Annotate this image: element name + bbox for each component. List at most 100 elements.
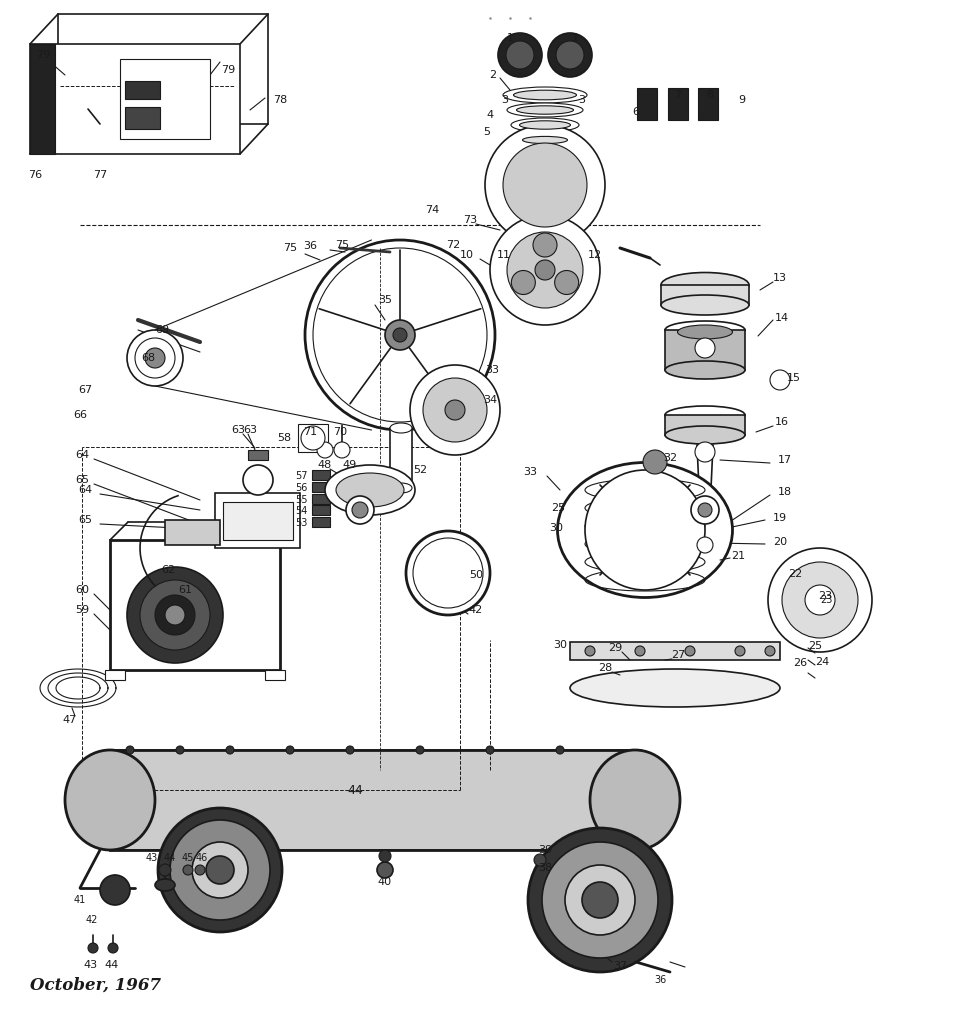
Circle shape bbox=[542, 842, 658, 958]
Bar bbox=[223, 502, 293, 540]
Text: 62: 62 bbox=[161, 565, 175, 575]
Text: 17: 17 bbox=[778, 455, 792, 465]
Text: 8: 8 bbox=[707, 90, 713, 100]
Text: 64: 64 bbox=[75, 450, 89, 460]
Circle shape bbox=[535, 260, 555, 280]
Bar bbox=[661, 285, 749, 305]
Circle shape bbox=[643, 450, 667, 474]
Circle shape bbox=[226, 746, 234, 754]
Circle shape bbox=[410, 365, 500, 455]
Ellipse shape bbox=[590, 750, 680, 850]
Text: 4: 4 bbox=[487, 110, 493, 120]
Bar bbox=[665, 415, 745, 435]
Text: 3: 3 bbox=[579, 95, 586, 105]
Circle shape bbox=[498, 33, 542, 77]
Text: 3: 3 bbox=[501, 95, 509, 105]
Ellipse shape bbox=[665, 321, 745, 339]
Text: 39: 39 bbox=[538, 845, 552, 855]
Text: 42: 42 bbox=[468, 605, 483, 615]
Text: 28: 28 bbox=[598, 663, 612, 673]
Text: 71: 71 bbox=[303, 427, 317, 437]
Text: 30: 30 bbox=[549, 523, 563, 534]
Text: 76: 76 bbox=[28, 170, 42, 180]
Circle shape bbox=[782, 562, 858, 638]
Circle shape bbox=[635, 646, 645, 656]
Circle shape bbox=[503, 143, 587, 227]
Text: 67: 67 bbox=[78, 385, 92, 395]
Circle shape bbox=[534, 854, 546, 866]
Polygon shape bbox=[698, 88, 718, 120]
Circle shape bbox=[108, 943, 118, 953]
Polygon shape bbox=[312, 517, 330, 527]
Circle shape bbox=[406, 531, 490, 615]
Text: 74: 74 bbox=[425, 205, 439, 215]
Circle shape bbox=[377, 862, 393, 878]
Circle shape bbox=[88, 943, 98, 953]
Text: 14: 14 bbox=[775, 313, 789, 323]
Ellipse shape bbox=[570, 669, 780, 707]
Circle shape bbox=[416, 746, 424, 754]
Circle shape bbox=[556, 41, 584, 69]
Ellipse shape bbox=[336, 473, 404, 507]
Circle shape bbox=[486, 746, 494, 754]
Circle shape bbox=[770, 370, 790, 390]
Text: 66: 66 bbox=[73, 410, 87, 420]
Text: 30: 30 bbox=[553, 640, 567, 650]
Text: 25: 25 bbox=[808, 641, 822, 651]
Text: 23: 23 bbox=[820, 595, 832, 605]
Circle shape bbox=[413, 538, 483, 608]
Circle shape bbox=[533, 233, 557, 257]
Text: 21: 21 bbox=[731, 551, 745, 561]
Circle shape bbox=[195, 865, 205, 874]
Text: 13: 13 bbox=[773, 273, 787, 283]
Polygon shape bbox=[312, 494, 330, 504]
Circle shape bbox=[145, 348, 165, 368]
Circle shape bbox=[585, 470, 705, 590]
Circle shape bbox=[127, 330, 183, 386]
Text: 45: 45 bbox=[181, 853, 194, 863]
Ellipse shape bbox=[665, 426, 745, 444]
Text: 60: 60 bbox=[75, 585, 89, 595]
Ellipse shape bbox=[511, 118, 579, 132]
Bar bbox=[265, 670, 285, 680]
Text: 10: 10 bbox=[460, 250, 474, 260]
Circle shape bbox=[158, 808, 282, 932]
Circle shape bbox=[555, 270, 579, 295]
Text: 72: 72 bbox=[445, 240, 460, 250]
Circle shape bbox=[192, 842, 248, 898]
Circle shape bbox=[140, 580, 210, 650]
Bar bbox=[110, 750, 640, 850]
Circle shape bbox=[512, 270, 536, 295]
Text: 36: 36 bbox=[303, 241, 317, 251]
Polygon shape bbox=[58, 14, 268, 124]
Circle shape bbox=[695, 338, 715, 358]
Text: 12: 12 bbox=[588, 250, 602, 260]
Circle shape bbox=[735, 646, 745, 656]
Ellipse shape bbox=[522, 136, 567, 143]
Text: 53: 53 bbox=[296, 518, 308, 528]
Bar bbox=[120, 59, 210, 139]
Bar bbox=[110, 540, 280, 670]
Text: 38: 38 bbox=[538, 863, 552, 873]
Text: 16: 16 bbox=[775, 417, 789, 427]
Text: 65: 65 bbox=[78, 515, 92, 525]
Text: 65: 65 bbox=[75, 475, 89, 485]
Text: October, 1967: October, 1967 bbox=[30, 977, 161, 993]
Circle shape bbox=[506, 41, 534, 69]
Text: 18: 18 bbox=[778, 487, 792, 497]
Circle shape bbox=[334, 442, 350, 458]
Text: 9: 9 bbox=[738, 95, 746, 105]
Polygon shape bbox=[312, 482, 330, 492]
Circle shape bbox=[126, 746, 134, 754]
Bar bbox=[390, 428, 412, 488]
Ellipse shape bbox=[665, 361, 745, 379]
Text: 25: 25 bbox=[551, 503, 565, 513]
Bar bbox=[125, 106, 160, 129]
Circle shape bbox=[695, 442, 715, 462]
Circle shape bbox=[765, 646, 775, 656]
Circle shape bbox=[485, 125, 605, 245]
Text: 33: 33 bbox=[485, 365, 499, 375]
Text: 46: 46 bbox=[196, 853, 208, 863]
Circle shape bbox=[346, 746, 354, 754]
Polygon shape bbox=[30, 44, 55, 154]
